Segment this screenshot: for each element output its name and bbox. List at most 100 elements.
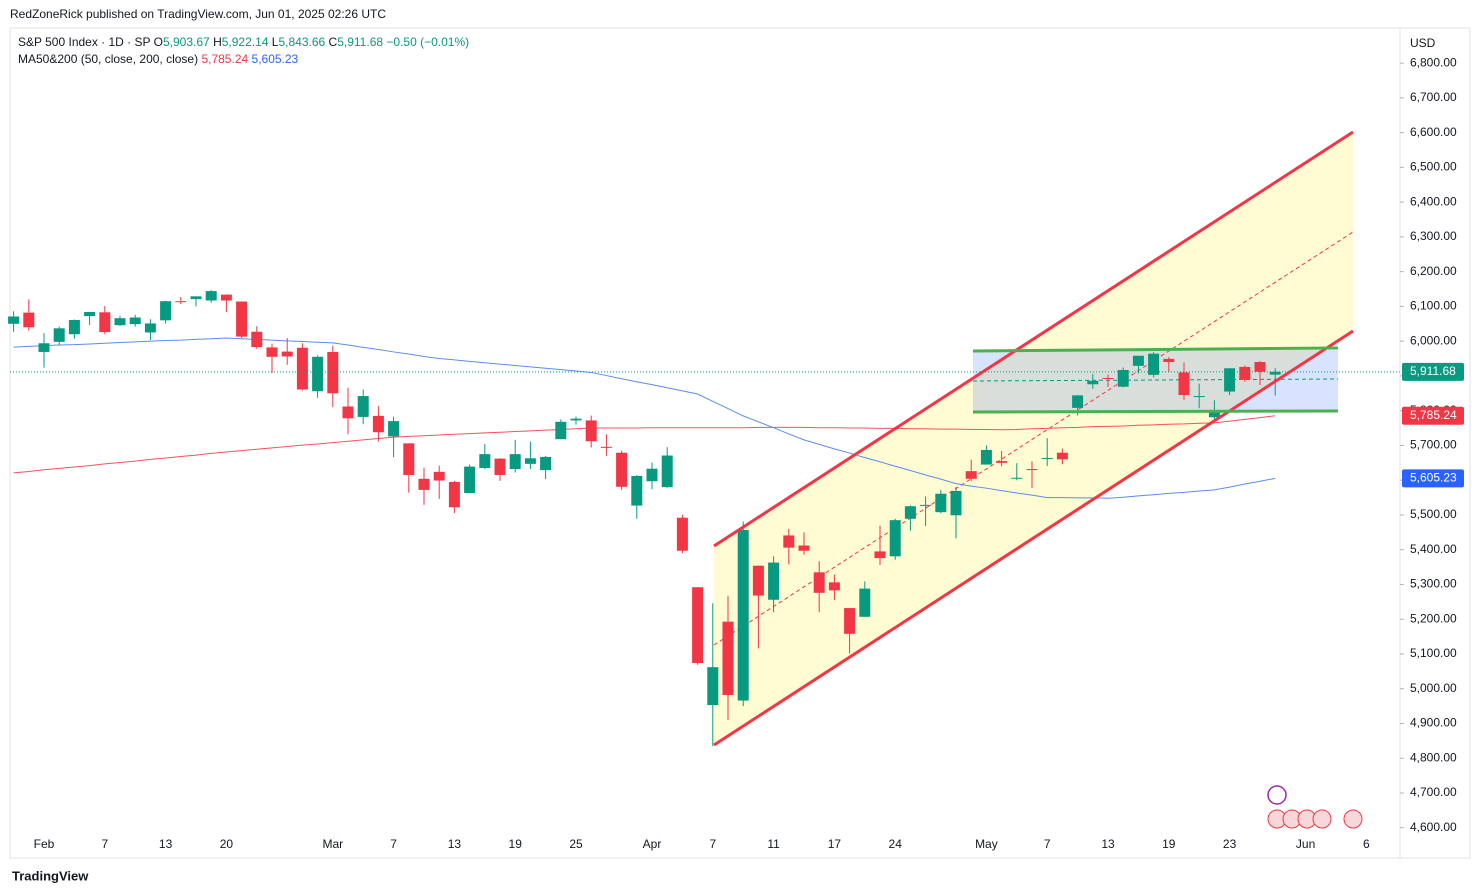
candle-body — [190, 296, 202, 300]
candle-body — [479, 454, 491, 469]
candle-body — [403, 443, 415, 475]
candle-body — [935, 493, 947, 513]
ma-line — [13, 415, 1276, 474]
candle-body — [980, 449, 992, 465]
y-tick-label: 6,800.00 — [1410, 55, 1457, 69]
candle-body — [1041, 457, 1053, 459]
price-tag-label: 5,605.23 — [1410, 471, 1457, 485]
candle-body — [1087, 380, 1099, 385]
price-tag-label: 5,911.68 — [1410, 364, 1456, 378]
candle-body — [798, 545, 810, 551]
candle-body — [509, 454, 521, 470]
candle-body — [768, 562, 780, 600]
candle-body — [1056, 452, 1068, 460]
x-tick-label: 19 — [1162, 837, 1176, 851]
y-tick-label: 6,500.00 — [1410, 160, 1457, 174]
candle-body — [1239, 366, 1251, 380]
x-tick-label: May — [975, 837, 998, 851]
candle-body — [266, 347, 278, 357]
candle-body — [129, 317, 141, 325]
c-value: 5,911.68 — [337, 35, 384, 49]
candle-body — [752, 565, 764, 596]
x-tick-label: 13 — [1101, 837, 1115, 851]
candle-body — [661, 455, 673, 488]
currency: USD — [1410, 36, 1436, 50]
x-tick-label: 23 — [1223, 837, 1237, 851]
y-tick-label: 6,700.00 — [1410, 90, 1457, 104]
price-tag — [1402, 406, 1464, 425]
candle-body — [53, 328, 65, 342]
event-icon[interactable] — [1267, 785, 1287, 805]
x-tick-label: 6 — [1363, 837, 1370, 851]
candle-body — [722, 621, 734, 695]
candle-body — [342, 406, 354, 419]
y-tick-label: 5,100.00 — [1410, 646, 1457, 660]
channel-bottom — [713, 329, 1354, 747]
candle-body — [388, 421, 400, 437]
x-tick-label: Jun — [1296, 837, 1315, 851]
candle-body — [1269, 371, 1281, 375]
candle-body — [524, 458, 536, 464]
x-tick-label: 7 — [1044, 837, 1051, 851]
x-tick-label: 13 — [448, 837, 462, 851]
event-icon[interactable] — [1312, 809, 1332, 829]
candle-body — [1011, 477, 1023, 479]
candle-body — [555, 421, 567, 440]
candle-body — [372, 415, 384, 433]
price-tag — [1402, 362, 1464, 381]
candle-body — [950, 490, 962, 516]
candle-body — [281, 351, 293, 357]
candle-body — [1026, 469, 1038, 471]
y-tick-label: 6,100.00 — [1410, 299, 1457, 313]
x-tick-label: 13 — [159, 837, 173, 851]
candle-body — [570, 418, 582, 421]
candle-body — [236, 301, 248, 337]
y-tick-label: 5,300.00 — [1410, 577, 1457, 591]
candle-body — [1178, 372, 1190, 396]
candle-body — [144, 323, 156, 333]
candle-body — [8, 316, 20, 324]
candle-body — [783, 535, 795, 548]
x-tick-label: 17 — [828, 837, 842, 851]
ohlc-legend: S&P 500 Index · 1D · SP O5,903.67 H5,922… — [18, 35, 469, 49]
x-tick-label: 7 — [709, 837, 716, 851]
candle-body — [707, 667, 719, 706]
footer: TradingView — [12, 868, 89, 883]
y-tick-label: 5,400.00 — [1410, 542, 1457, 556]
o-value: 5,903.67 — [163, 35, 210, 49]
l-label: L — [271, 35, 279, 49]
candle-body — [1117, 370, 1129, 387]
y-tick-label: 4,900.00 — [1410, 716, 1457, 730]
x-tick-label: 7 — [390, 837, 397, 851]
candle-body — [813, 572, 825, 593]
candle-body — [889, 520, 901, 557]
candle-body — [464, 466, 476, 494]
x-tick-label: 20 — [220, 837, 234, 851]
h-label: H — [213, 35, 222, 49]
x-tick-label: Apr — [643, 837, 662, 851]
ma-legend: MA50&200 (50, close, 200, close) 5,785.2… — [18, 52, 298, 66]
candle-body — [965, 471, 977, 479]
candle-body — [1163, 358, 1175, 363]
x-tick-label: 24 — [889, 837, 903, 851]
candle-body — [737, 529, 749, 701]
y-tick-label: 6,600.00 — [1410, 125, 1457, 139]
price-tag — [1402, 469, 1464, 488]
channel-top — [713, 130, 1354, 548]
candle-body — [494, 458, 506, 475]
l-value: 5,843.66 — [278, 35, 326, 49]
y-tick-label: 5,000.00 — [1410, 681, 1457, 695]
candle-body — [68, 319, 80, 335]
y-tick-label: 4,800.00 — [1410, 750, 1457, 764]
event-icon[interactable] — [1343, 809, 1363, 829]
candle-body — [220, 294, 232, 301]
candle-body — [418, 478, 430, 490]
price-tag-label: 5,785.24 — [1410, 408, 1457, 422]
candle-body — [646, 468, 658, 482]
candle-body — [600, 446, 612, 448]
h-value: 5,922.14 — [221, 35, 269, 49]
x-tick-label: Mar — [322, 837, 343, 851]
o-label: O — [153, 35, 163, 49]
y-tick-label: 6,000.00 — [1410, 333, 1457, 347]
